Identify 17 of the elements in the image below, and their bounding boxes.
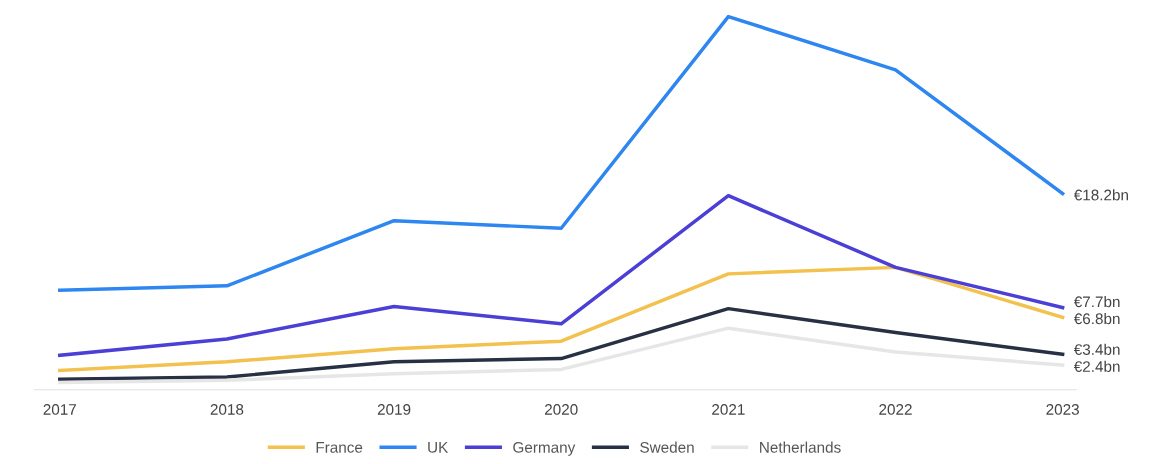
data-label: €2.4bn (1073, 360, 1120, 372)
x-tick-label: 2018 (210, 404, 244, 415)
legend-label: UK (428, 442, 449, 453)
x-tick-label: 2019 (377, 404, 411, 415)
x-tick-label: 2020 (544, 404, 578, 415)
x-tick-label: 2017 (43, 404, 77, 415)
data-label: €6.8bn (1073, 312, 1120, 325)
legend-label: Germany (513, 441, 576, 456)
legend-label: France (316, 442, 363, 453)
data-label: €3.4bn (1073, 343, 1120, 355)
x-tick-label: 2023 (1046, 404, 1079, 415)
data-label: €18.2bn (1073, 189, 1128, 201)
legend-label: Sweden (640, 441, 694, 453)
data-label: €7.7bn (1073, 295, 1120, 308)
legend-label: Netherlands (760, 441, 841, 453)
x-tick-label: 2022 (879, 404, 912, 415)
x-tick-label: 2021 (712, 404, 745, 415)
